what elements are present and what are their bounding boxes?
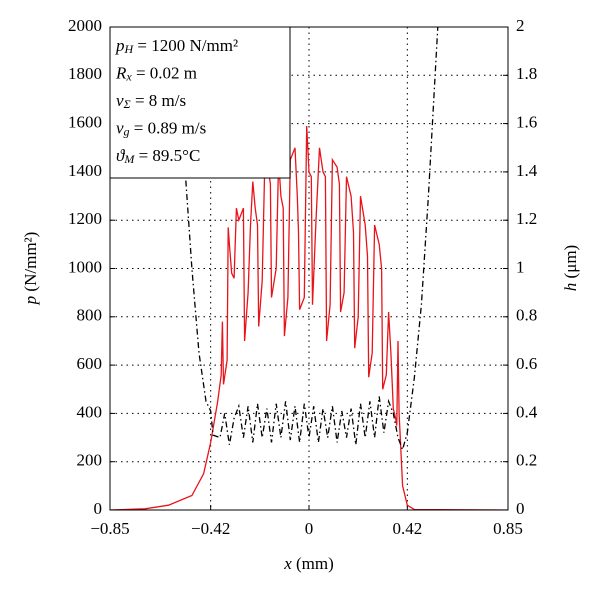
x-tick-label: −0.85 [90, 519, 129, 538]
annotation-text: = 1200 N/mm² [133, 36, 238, 55]
y2-tick-label: 1 [516, 257, 525, 276]
x-unit: (mm) [292, 554, 334, 573]
x-tick-label: 0.85 [493, 519, 523, 538]
y-tick-label: 1400 [68, 161, 102, 180]
annotation-text: = 89.5°C [134, 146, 200, 165]
annotation-line: ϑM = 89.5°C [116, 146, 200, 166]
y-tick-label: 800 [77, 306, 103, 325]
y-unit: (N/mm²) [21, 232, 40, 296]
x-tick-label: −0.42 [191, 519, 230, 538]
y2-tick-label: 0.4 [516, 402, 538, 421]
x-symbol: x [283, 554, 292, 573]
y-tick-label: 2000 [68, 16, 102, 35]
y-tick-label: 200 [77, 451, 103, 470]
y2-unit: (μm) [561, 245, 580, 283]
annotation-sub: x [125, 69, 132, 83]
y2-tick-label: 0 [516, 499, 525, 518]
y-tick-label: 1000 [68, 257, 102, 276]
annotation-symbol: R [115, 63, 127, 82]
series-line [184, 27, 439, 452]
y-symbol: p [21, 296, 40, 306]
annotation-line: pH = 1200 N/mm² [115, 36, 238, 56]
y2-tick-label: 1.6 [516, 113, 537, 132]
annotation-text: = 0.02 m [132, 63, 197, 82]
annotation-symbol: v [116, 118, 124, 137]
annotation-text: = 8 m/s [131, 91, 186, 110]
x-axis-label: x (mm) [283, 554, 334, 573]
annotation-line: vg = 0.89 m/s [116, 118, 206, 138]
y2-tick-label: 1.8 [516, 64, 537, 83]
annotation-box [109, 26, 291, 179]
x-tick-label: 0.42 [392, 519, 422, 538]
annotation-sub: M [123, 152, 135, 166]
y2-tick-label: 0.2 [516, 451, 537, 470]
y-axis-label: p (N/mm²) [21, 232, 40, 306]
y2-tick-label: 1.4 [516, 161, 538, 180]
annotation-symbol: ϑ [116, 146, 126, 165]
y2-axis-label: h (μm) [561, 245, 580, 291]
annotation-sub: H [124, 42, 135, 56]
annotation-sub: g [124, 124, 130, 138]
annotation-text: = 0.89 m/s [130, 118, 207, 137]
y-tick-label: 1800 [68, 64, 102, 83]
annotation-symbol: v [116, 91, 124, 110]
y-tick-label: 400 [77, 402, 103, 421]
series-line [110, 125, 508, 510]
y-tick-label: 1600 [68, 113, 102, 132]
plot-frame [109, 26, 509, 511]
x-tick-label: 0 [305, 519, 314, 538]
y2-tick-label: 2 [516, 16, 525, 35]
y2-tick-label: 1.2 [516, 209, 537, 228]
annotation-line: Rx = 0.02 m [115, 63, 197, 83]
y2-tick-label: 0.6 [516, 354, 537, 373]
annotation-sub: Σ [123, 97, 131, 111]
annotation-symbol: p [115, 36, 125, 55]
y2-tick-label: 0.8 [516, 306, 537, 325]
y-tick-label: 600 [77, 354, 103, 373]
y2-symbol: h [561, 283, 580, 292]
y-tick-label: 1200 [68, 209, 102, 228]
annotation-line: vΣ = 8 m/s [116, 91, 186, 111]
y-tick-label: 0 [94, 499, 103, 518]
